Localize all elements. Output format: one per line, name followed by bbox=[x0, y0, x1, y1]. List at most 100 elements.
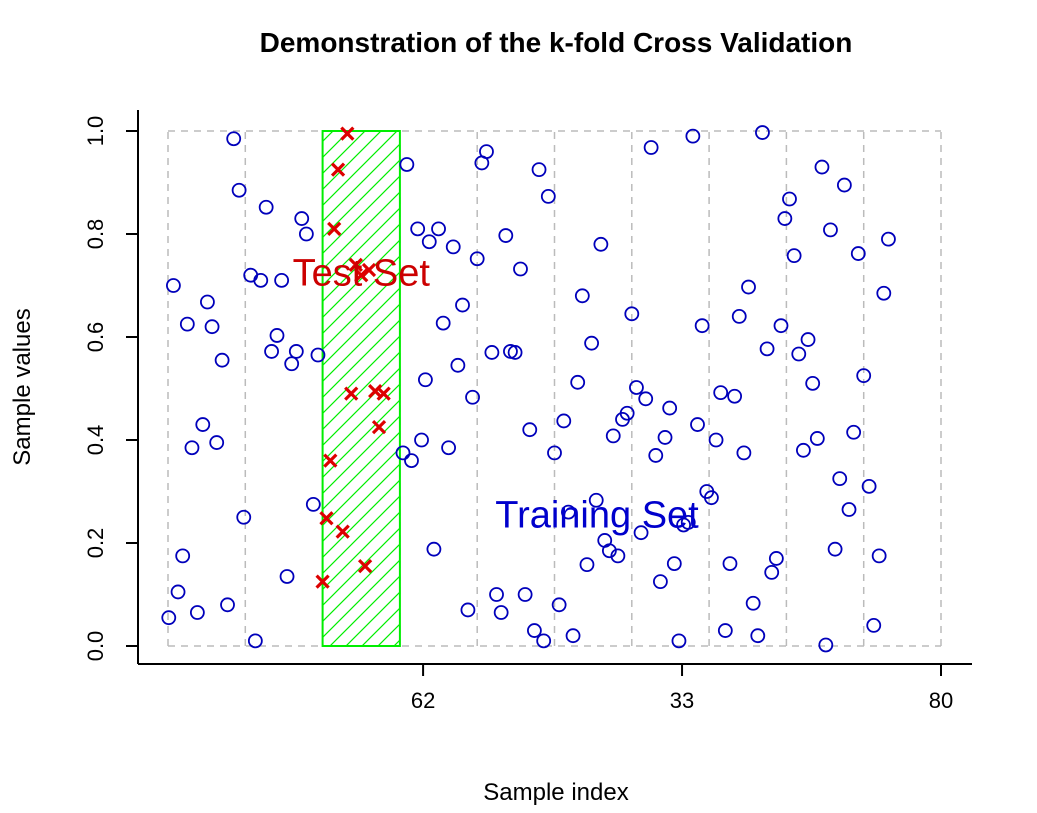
training-point-3 bbox=[175, 548, 191, 564]
training-point-84 bbox=[648, 448, 664, 463]
training-point-40 bbox=[441, 440, 456, 456]
training-point-107 bbox=[755, 125, 770, 140]
test-point-4 bbox=[330, 162, 346, 177]
training-point-58 bbox=[527, 623, 542, 638]
training-point-71 bbox=[588, 492, 604, 508]
training-point-42 bbox=[450, 357, 466, 373]
training-point-81 bbox=[633, 525, 649, 541]
y-tick-label-1: 0.2 bbox=[83, 528, 108, 559]
training-point-68 bbox=[574, 288, 590, 304]
training-point-86 bbox=[657, 430, 673, 445]
training-point-8 bbox=[200, 294, 215, 310]
training-point-6 bbox=[189, 605, 205, 620]
test-point-14 bbox=[376, 386, 391, 401]
test-point-13 bbox=[371, 419, 387, 435]
test-point-2 bbox=[323, 453, 338, 468]
training-point-65 bbox=[561, 504, 576, 520]
training-point-32 bbox=[404, 453, 419, 469]
y-tick-label-2: 0.4 bbox=[83, 425, 108, 456]
test-point-3 bbox=[327, 221, 342, 236]
training-point-98 bbox=[713, 385, 729, 401]
training-point-2 bbox=[170, 584, 186, 600]
training-point-109 bbox=[764, 564, 780, 580]
training-point-72 bbox=[593, 236, 609, 252]
training-point-70 bbox=[584, 335, 600, 351]
training-point-44 bbox=[460, 602, 476, 618]
annotations: Test Set Training Set bbox=[293, 253, 700, 537]
training-point-36 bbox=[421, 234, 437, 250]
training-point-104 bbox=[741, 279, 756, 295]
training-point-54 bbox=[507, 345, 523, 360]
training-point-27 bbox=[298, 226, 314, 242]
x-tick-label-2: 80 bbox=[929, 688, 953, 713]
training-point-91 bbox=[680, 515, 696, 530]
training-point-105 bbox=[745, 595, 761, 611]
training-point-57 bbox=[522, 422, 538, 438]
training-point-75 bbox=[605, 428, 621, 444]
training-point-117 bbox=[800, 332, 816, 347]
training-point-87 bbox=[662, 400, 678, 416]
training-point-25 bbox=[288, 344, 304, 359]
training-point-113 bbox=[782, 191, 797, 207]
training-point-121 bbox=[818, 637, 834, 653]
training-point-93 bbox=[690, 417, 705, 432]
training-point-120 bbox=[814, 159, 830, 175]
test-point-10 bbox=[357, 559, 373, 574]
training-point-5 bbox=[184, 440, 200, 456]
training-point-129 bbox=[856, 368, 872, 384]
training-point-0 bbox=[161, 610, 177, 626]
training-point-31 bbox=[399, 157, 415, 172]
training-point-131 bbox=[866, 618, 882, 633]
training-point-111 bbox=[773, 318, 789, 334]
training-point-112 bbox=[777, 211, 793, 226]
training-point-35 bbox=[418, 372, 433, 388]
training-point-50 bbox=[489, 587, 504, 602]
training-point-103 bbox=[736, 445, 752, 461]
test-point-7 bbox=[344, 386, 359, 401]
training-point-64 bbox=[556, 413, 572, 429]
test-point-0 bbox=[315, 574, 330, 589]
training-point-20 bbox=[264, 344, 279, 359]
training-point-63 bbox=[551, 597, 567, 613]
y-tick-label-3: 0.6 bbox=[83, 322, 108, 353]
training-point-38 bbox=[431, 221, 446, 237]
training-point-13 bbox=[226, 131, 242, 147]
training-point-122 bbox=[823, 222, 838, 238]
y-tick-label-0: 0.0 bbox=[83, 631, 108, 662]
training-point-123 bbox=[827, 541, 843, 557]
training-point-110 bbox=[768, 551, 784, 566]
test-point-8 bbox=[348, 257, 363, 273]
training-point-59 bbox=[531, 162, 547, 178]
training-point-30 bbox=[395, 445, 411, 461]
training-point-85 bbox=[653, 574, 668, 590]
training-point-128 bbox=[850, 246, 866, 261]
training-point-88 bbox=[666, 556, 682, 571]
training-point-18 bbox=[253, 272, 269, 288]
training-point-78 bbox=[619, 405, 635, 421]
training-point-106 bbox=[750, 628, 766, 644]
training-point-22 bbox=[274, 272, 290, 288]
training-point-17 bbox=[247, 633, 263, 649]
training-point-56 bbox=[517, 587, 533, 602]
x-tick-label-1: 33 bbox=[670, 688, 694, 713]
test-point-6 bbox=[340, 126, 355, 141]
y-ticks: 0.0 0.2 0.4 0.6 0.8 1.0 bbox=[83, 116, 138, 662]
training-point-28 bbox=[305, 496, 321, 512]
training-point-126 bbox=[841, 502, 857, 517]
training-point-133 bbox=[876, 285, 892, 301]
x-tick-label-0: 62 bbox=[411, 688, 435, 713]
training-point-114 bbox=[786, 248, 802, 264]
training-point-23 bbox=[279, 569, 295, 584]
training-point-7 bbox=[195, 417, 211, 432]
training-point-89 bbox=[671, 633, 687, 649]
training-point-115 bbox=[791, 346, 807, 362]
training-point-15 bbox=[236, 509, 252, 525]
training-point-24 bbox=[284, 356, 300, 372]
training-point-10 bbox=[209, 435, 225, 450]
training-point-116 bbox=[796, 442, 811, 458]
training-point-33 bbox=[410, 221, 426, 237]
training-point-119 bbox=[809, 431, 825, 446]
training-point-49 bbox=[484, 345, 500, 360]
training-point-101 bbox=[727, 388, 743, 404]
